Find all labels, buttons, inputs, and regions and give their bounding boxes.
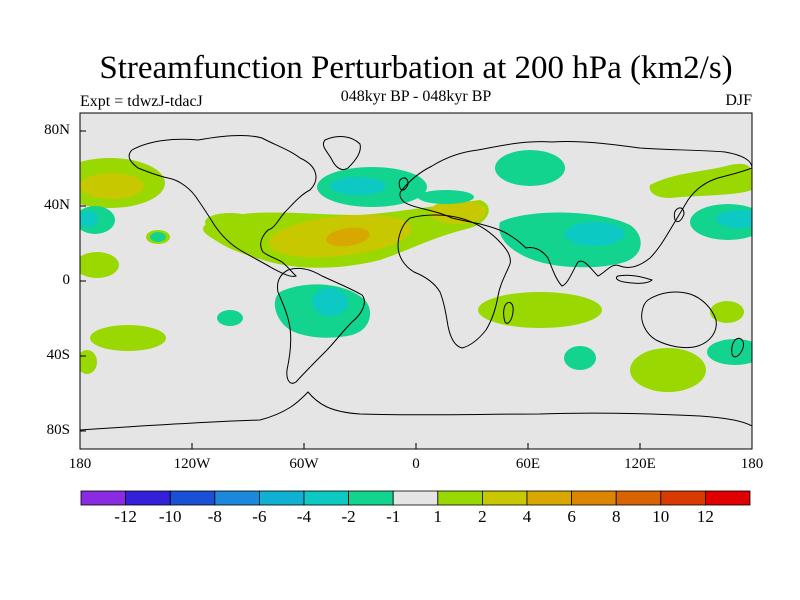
colorbar-label: 10 <box>652 507 670 526</box>
south-america-core <box>312 288 348 316</box>
colorbar-swatch <box>125 490 171 506</box>
lat-label-0: 0 <box>62 272 71 288</box>
axis-ticks <box>79 130 753 449</box>
map-background <box>80 113 752 449</box>
lon-label-0: 0 <box>412 456 420 472</box>
north-pacific-core <box>80 173 144 199</box>
southern-indian-anomaly <box>478 292 602 328</box>
colorbar-label: 4 <box>522 507 532 526</box>
colorbar-label: 6 <box>567 507 576 526</box>
madagascar-coast <box>503 301 514 324</box>
new-zealand-coast <box>731 337 744 358</box>
colorbar-swatch <box>705 490 751 506</box>
plot-title: Streamfunction Perturbation at 200 hPa (… <box>99 50 733 86</box>
lon-label-120e: 120E <box>624 456 656 472</box>
south-pacific-anomaly <box>90 325 166 351</box>
colorbar-swatch <box>481 490 528 506</box>
north-pacific-west-anomaly <box>649 163 752 198</box>
northwest-pacific-core <box>716 210 752 228</box>
southwest-pacific-negative <box>707 339 752 365</box>
colorbar-label: -2 <box>341 507 356 526</box>
east-pacific-negative <box>150 232 166 242</box>
lat-label-80n: 80N <box>44 122 70 138</box>
colorbar-label: -12 <box>114 507 137 526</box>
colorbar-swatch <box>660 490 706 506</box>
west-edge-core <box>80 211 98 227</box>
lon-label-60e: 60E <box>515 456 541 472</box>
north-america-coast <box>128 134 317 277</box>
siberia-anomaly <box>495 150 565 186</box>
map-field <box>80 113 752 449</box>
africa-coast <box>397 214 511 349</box>
lon-label-180w: 180 <box>68 456 92 472</box>
colorbar-swatch <box>437 490 483 506</box>
colorbar-label: 8 <box>611 507 621 526</box>
japan-coast <box>673 207 685 223</box>
tasman-anomaly <box>710 301 744 323</box>
colorbar-label: 12 <box>696 507 714 526</box>
north-atlantic-core <box>330 177 386 195</box>
tropical-atlantic-core <box>326 227 370 247</box>
greenland-coast <box>322 136 361 171</box>
mediterranean-anomaly <box>430 200 486 224</box>
antarctica-coast <box>80 391 752 431</box>
south-asia-core <box>565 222 625 246</box>
colorbar-swatch <box>169 490 216 506</box>
lat-label-40s: 40S <box>46 347 70 363</box>
central-pacific-anomaly <box>80 252 119 278</box>
colorbar <box>80 490 751 506</box>
colorbar-swatch <box>214 490 260 506</box>
colorbar-label: -8 <box>207 507 222 526</box>
australia-coast <box>641 291 717 349</box>
colorbar-swatch <box>80 490 126 506</box>
colorbar-swatch <box>303 490 349 506</box>
colorbar-label: -1 <box>386 507 401 526</box>
experiment-label: Expt = tdwzJ-tdacJ <box>80 93 203 110</box>
colorbar-swatch <box>392 490 439 506</box>
season-label: DJF <box>725 92 752 109</box>
southern-indian-negative <box>564 346 596 370</box>
lat-label-80s: 80S <box>46 422 70 438</box>
europe-anomaly <box>418 190 474 204</box>
colorbar-swatch <box>571 490 617 506</box>
colorbar-label: -10 <box>158 507 182 526</box>
lon-label-60w: 60W <box>289 456 319 472</box>
southern-ocean-anomaly <box>630 348 706 392</box>
colorbar-swatch <box>615 490 662 506</box>
positive-anomalies <box>80 158 752 392</box>
lon-label-120w: 120W <box>173 456 211 472</box>
lon-label-180e: 180 <box>740 456 764 472</box>
lat-label-40n: 40N <box>44 197 70 213</box>
indonesia-coast <box>615 274 653 284</box>
britain-coast <box>398 177 409 191</box>
colorbar-label: 1 <box>433 507 443 526</box>
colorbar-label: -4 <box>296 507 312 526</box>
colorbar-swatch <box>526 490 572 506</box>
southeast-pacific-negative <box>217 310 243 326</box>
negative-anomalies <box>80 150 752 370</box>
colorbar-swatch <box>258 490 305 506</box>
colorbar-swatch <box>348 490 394 506</box>
coastlines <box>80 134 752 431</box>
colorbar-label: 2 <box>478 507 487 526</box>
south-america-coast <box>277 267 365 384</box>
gulf-positive <box>205 213 255 231</box>
colorbar-label: -6 <box>252 507 267 526</box>
plot-subtitle: 048kyr BP - 048kyr BP <box>340 88 492 105</box>
